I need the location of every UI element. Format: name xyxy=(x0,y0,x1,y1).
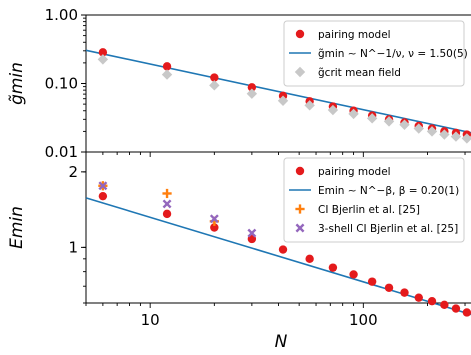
data-point xyxy=(161,69,173,80)
legend-label: pairing model xyxy=(318,29,391,41)
legend-label: Emin ∼ N^−β, β = 0.20(1) xyxy=(318,185,459,197)
x-axis-bottom: 10 100 xyxy=(141,311,378,329)
data-point xyxy=(209,80,220,91)
y-axis-label: g̃min xyxy=(7,62,27,105)
bottom-panel: 1 2 Emin pairing model Emin ∼ N^−β, β = 0.20… xyxy=(7,151,471,317)
data-point xyxy=(400,288,409,297)
data-point xyxy=(277,95,289,106)
legend-label: 3-shell CI Bjerlin et al. [25] xyxy=(318,223,458,235)
data-point-b xyxy=(162,199,172,209)
data-point xyxy=(426,126,438,137)
data-point xyxy=(247,83,257,92)
legend-marker xyxy=(295,223,305,233)
data-point xyxy=(162,188,172,199)
top-panel: 0.01 0.10 1.00 g̃min pairing model g̃min ∼ N^… xyxy=(7,6,471,161)
y-tick-label: 2 xyxy=(68,163,78,181)
legend-label: g̃min ∼ N^−1/ν, ν = 1.50(5) xyxy=(318,48,468,60)
data-point xyxy=(304,100,315,111)
data-point xyxy=(439,129,450,140)
y-tick-label: 0.01 xyxy=(45,143,78,161)
data-point xyxy=(384,283,394,292)
data-point xyxy=(327,104,339,116)
data-point xyxy=(450,131,462,142)
data-point xyxy=(413,123,424,134)
x-axis-label: N xyxy=(275,332,288,352)
data-point xyxy=(328,263,338,272)
data-point xyxy=(162,199,172,209)
data-point-b xyxy=(98,181,108,191)
data-point-b xyxy=(247,228,257,238)
data-point xyxy=(98,191,108,201)
legend-marker xyxy=(294,66,306,78)
data-point xyxy=(367,277,377,286)
data-point xyxy=(414,293,423,302)
data-point xyxy=(349,270,358,279)
data-point xyxy=(210,223,219,232)
data-point xyxy=(451,304,461,313)
x-tick-label: 10 xyxy=(141,311,160,329)
x-tick-label: 100 xyxy=(349,311,378,329)
legend-box xyxy=(283,20,465,87)
data-point xyxy=(462,308,471,317)
y-tick-label: 1 xyxy=(68,238,78,256)
data-point xyxy=(383,116,395,127)
data-point xyxy=(440,300,449,310)
legend-label: g̃crit mean field xyxy=(318,67,401,79)
data-point xyxy=(210,73,219,82)
data-point xyxy=(305,254,314,264)
data-point xyxy=(461,133,471,144)
y-tick-label: 0.10 xyxy=(45,75,78,93)
legend-label: CI Bjerlin et al. [25] xyxy=(318,204,420,216)
y-tick-label: 1.00 xyxy=(45,6,78,24)
data-point xyxy=(348,108,359,120)
data-point xyxy=(98,48,108,57)
data-point xyxy=(97,54,109,65)
legend-marker xyxy=(295,29,305,39)
legend-marker-b xyxy=(295,223,305,233)
data-point xyxy=(162,62,172,71)
data-point xyxy=(366,113,378,124)
legend-label: pairing model xyxy=(318,166,391,178)
data-point xyxy=(399,119,410,130)
data-point xyxy=(162,209,172,219)
legend-box xyxy=(283,157,465,243)
legend-marker xyxy=(295,204,305,214)
data-point xyxy=(278,245,288,254)
legend-marker xyxy=(295,166,305,176)
data-point xyxy=(247,228,257,238)
data-point xyxy=(209,214,219,224)
data-point-b xyxy=(209,214,219,224)
data-point xyxy=(246,88,258,99)
data-point xyxy=(98,181,108,191)
y-axis-label: Emin xyxy=(7,206,27,249)
data-point xyxy=(427,296,437,306)
